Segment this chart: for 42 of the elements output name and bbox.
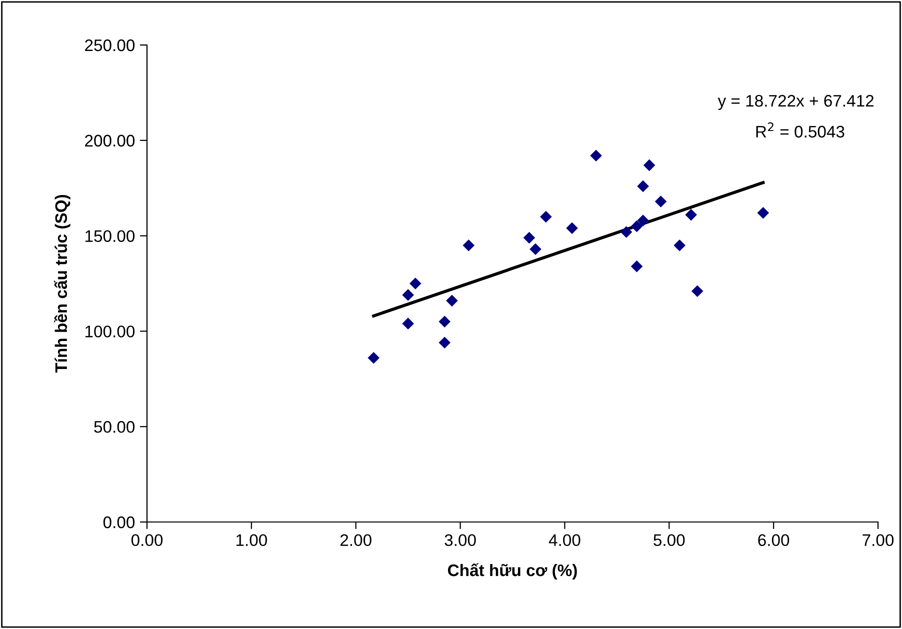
point [685, 208, 697, 221]
y-tick-label: 150.00 [85, 230, 135, 242]
point [402, 318, 414, 330]
x-tick-label: 7.00 [862, 534, 894, 546]
point [637, 180, 649, 192]
y-tick-label: 50.00 [94, 421, 135, 433]
point [438, 316, 451, 328]
y-tick-label: 100.00 [85, 326, 135, 338]
y-tick-label: 200.00 [85, 134, 135, 147]
point [630, 260, 643, 272]
point [409, 278, 422, 290]
annotation: y = 18.722x + 67.412 [718, 94, 874, 110]
point [438, 336, 451, 349]
point [446, 294, 458, 307]
point [530, 243, 542, 256]
point [691, 285, 704, 298]
point [590, 150, 602, 162]
point [402, 289, 414, 301]
point [540, 210, 552, 223]
point [566, 222, 578, 234]
point [674, 239, 686, 252]
x-tick-label: 3.00 [444, 534, 476, 546]
x-tick-label: 0.00 [131, 534, 163, 546]
x-tick-label: 4.00 [548, 534, 580, 546]
point [643, 159, 656, 172]
annotation: R$^{2}$ = 0.5043 [756, 122, 844, 138]
y-axis-title: Tính bền cấu trúc (SQ) [54, 194, 70, 373]
y-tick-label: 0.00 [103, 516, 135, 528]
point [757, 207, 770, 219]
point [523, 232, 536, 244]
point [637, 214, 649, 226]
point [462, 239, 475, 252]
point [630, 220, 643, 232]
x-tick-label: 1.00 [236, 534, 267, 546]
x-tick-label: 2.00 [340, 534, 372, 546]
point [620, 226, 632, 238]
x-tick-label: 5.00 [654, 534, 685, 546]
point [368, 352, 380, 364]
x-axis-title: Chất hữu cơ (%) [448, 563, 577, 580]
x-tick-label: 6.00 [758, 534, 790, 546]
point [654, 196, 667, 208]
y-tick-label: 250.00 [85, 39, 135, 52]
